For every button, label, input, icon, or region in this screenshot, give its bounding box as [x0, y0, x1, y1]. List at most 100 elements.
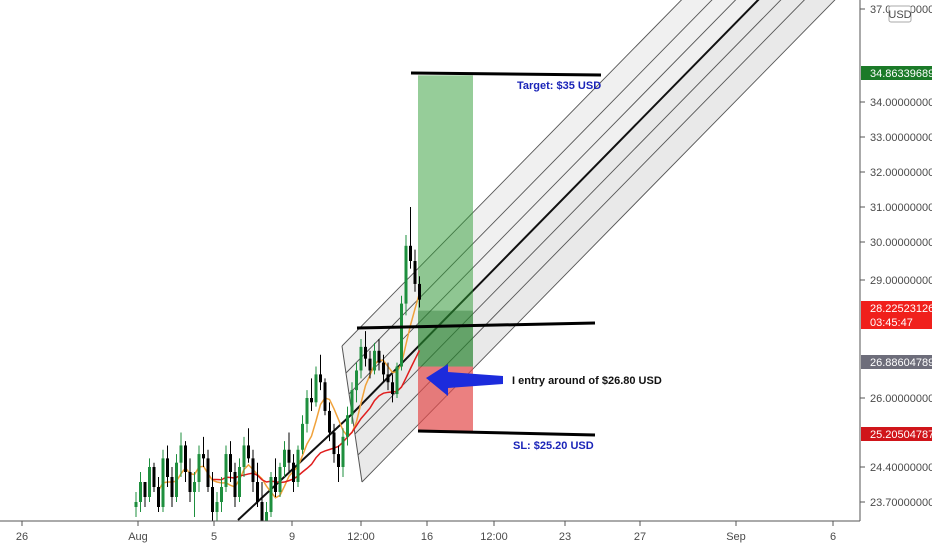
- x-tick-label: 12:00: [480, 531, 508, 543]
- candle-body: [404, 245, 408, 304]
- candle-body: [251, 458, 255, 482]
- candle-body: [373, 350, 376, 371]
- candle-body: [292, 462, 295, 482]
- y-tick-label: 34.00000000: [870, 97, 932, 109]
- candle-body: [274, 477, 277, 492]
- x-tick-label: 16: [421, 531, 433, 543]
- candle-body: [143, 482, 147, 497]
- stop-loss-annotation: SL: $25.20 USD: [513, 440, 594, 452]
- x-tick-label: 6: [830, 531, 836, 543]
- price-label-countdown: 03:45:47: [870, 317, 913, 329]
- candle-body: [211, 487, 214, 512]
- candle-body: [328, 410, 331, 433]
- candle-body: [382, 362, 385, 375]
- x-tick-label: 27: [634, 531, 646, 543]
- candle-body: [319, 374, 322, 383]
- candle-body: [260, 502, 264, 522]
- candle-body: [179, 445, 183, 463]
- candle-body: [305, 398, 309, 424]
- y-tick-label: 29.00000000: [870, 275, 932, 287]
- annotations: Target: $35 USD I entry around of $26.80 …: [512, 80, 662, 452]
- candle-body: [359, 346, 363, 371]
- candle-body: [310, 398, 313, 403]
- level-lines: [356, 71, 602, 437]
- target-level-line: [410, 71, 602, 77]
- candle-body: [166, 458, 169, 477]
- x-tick-label: Sep: [726, 531, 746, 543]
- candlestick-series: [134, 207, 421, 542]
- candle-body: [314, 374, 318, 403]
- y-tick-label: 33.00000000: [870, 132, 932, 144]
- candle-body: [188, 472, 192, 492]
- candle-body: [346, 415, 349, 437]
- price-label-value: 25.20504787: [870, 429, 932, 441]
- candle-body: [323, 382, 327, 411]
- price-label-value: 28.22523126: [870, 303, 932, 315]
- target-zone: [418, 75, 473, 367]
- open-pnl-zone: [418, 310, 473, 367]
- candle-body: [341, 436, 345, 467]
- y-tick-label: 30.00000000: [870, 237, 932, 249]
- x-tick-label: 26: [16, 531, 28, 543]
- candle-body: [337, 454, 340, 467]
- candle-body: [220, 487, 223, 502]
- candle-body: [224, 454, 228, 487]
- y-tick-label: 32.00000000: [870, 167, 932, 179]
- x-tick-label: 9: [289, 531, 295, 543]
- y-tick-label: 26.00000000: [870, 393, 932, 405]
- price-label-tag: [861, 301, 932, 329]
- candle-body: [409, 245, 412, 261]
- candle-body: [215, 502, 219, 512]
- y-axis-background: [860, 0, 932, 550]
- candle-body: [368, 358, 372, 371]
- candle-body: [157, 487, 160, 507]
- y-tick-label: 31.00000000: [870, 202, 932, 214]
- candle-body: [139, 482, 142, 502]
- candle-body: [184, 445, 187, 472]
- candle-body: [247, 445, 250, 459]
- candle-body: [238, 467, 241, 497]
- candle-body: [287, 449, 291, 463]
- candle-body: [161, 458, 165, 507]
- candle-body: [332, 432, 336, 455]
- candle-body: [233, 472, 237, 497]
- currency-badge: [888, 5, 912, 23]
- candle-body: [197, 454, 201, 482]
- candle-body: [418, 283, 421, 300]
- stop-loss-level-line: [417, 429, 596, 437]
- candle-body: [391, 382, 394, 395]
- price-label-tag: [861, 355, 932, 369]
- price-label-value: 34.86339689: [870, 68, 932, 80]
- currency-badge-label: USD: [888, 9, 911, 21]
- y-tick-label: 24.40000000: [870, 462, 932, 474]
- candle-body: [152, 467, 156, 487]
- candle-body: [256, 482, 259, 502]
- candle-body: [395, 366, 399, 395]
- candle-body: [206, 458, 210, 487]
- candle-body: [350, 390, 354, 416]
- candle-body: [134, 502, 138, 507]
- y-tick-label: 23.70000000: [870, 497, 932, 509]
- candle-body: [283, 449, 286, 467]
- resistance-line: [356, 321, 596, 330]
- candle-body: [301, 423, 304, 450]
- candle-body: [229, 454, 232, 472]
- candle-body: [202, 454, 205, 459]
- x-tick-label: 5: [211, 531, 217, 543]
- candle-body: [193, 482, 196, 492]
- moving-average-slow: [212, 350, 421, 484]
- entry-annotation: I entry around of $26.80 USD: [512, 375, 662, 387]
- x-tick-label: Aug: [128, 531, 148, 543]
- candle-body: [269, 477, 273, 512]
- price-label-tag: [861, 66, 932, 80]
- candle-body: [296, 449, 300, 482]
- candle-body: [278, 467, 282, 492]
- price-label-value: 26.88604789: [870, 357, 932, 369]
- x-tick-label: 12:00: [347, 531, 375, 543]
- target-annotation: Target: $35 USD: [517, 80, 601, 92]
- candle-body: [265, 512, 268, 522]
- candle-body: [170, 477, 174, 497]
- entry-arrow-shape: [426, 364, 503, 396]
